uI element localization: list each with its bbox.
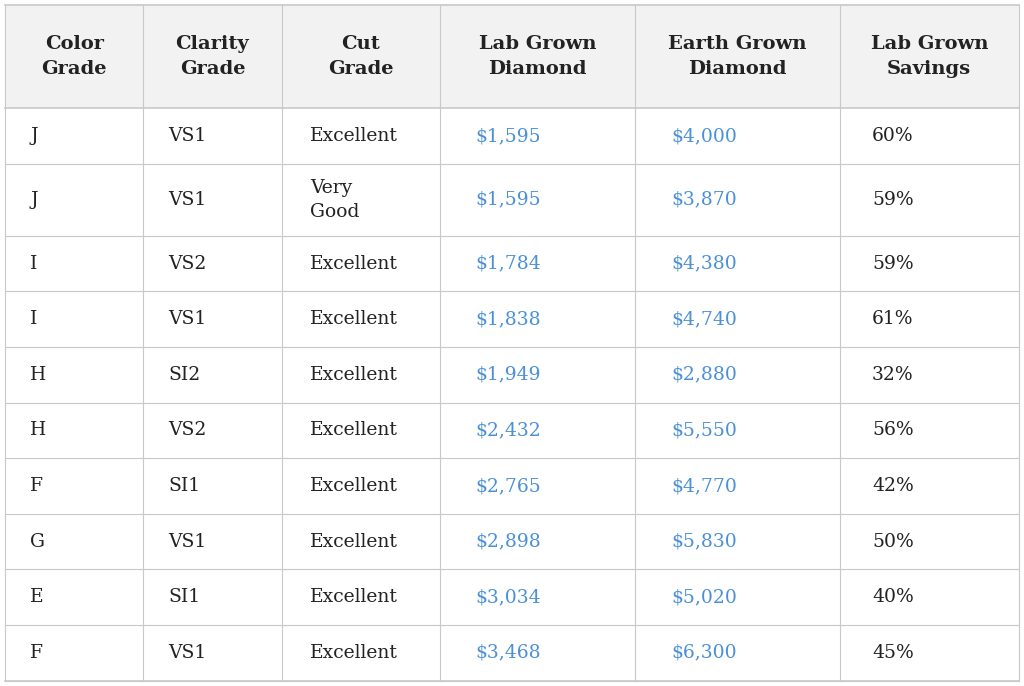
- Text: 50%: 50%: [872, 532, 913, 551]
- Text: $4,000: $4,000: [672, 127, 737, 145]
- Text: VS2: VS2: [168, 255, 207, 273]
- Text: $1,838: $1,838: [475, 310, 541, 329]
- Text: Very
Good: Very Good: [310, 179, 359, 221]
- Text: SI1: SI1: [168, 588, 201, 606]
- Text: Excellent: Excellent: [310, 421, 398, 440]
- Text: $4,380: $4,380: [672, 255, 737, 273]
- Text: $2,898: $2,898: [475, 532, 541, 551]
- Text: I: I: [30, 310, 38, 329]
- Text: 45%: 45%: [872, 643, 913, 662]
- Text: Excellent: Excellent: [310, 643, 398, 662]
- Text: $5,830: $5,830: [672, 532, 737, 551]
- Bar: [5, 458, 1019, 514]
- Text: Excellent: Excellent: [310, 255, 398, 273]
- Text: SI1: SI1: [168, 477, 201, 495]
- Text: 42%: 42%: [872, 477, 913, 495]
- Bar: [5, 625, 1019, 681]
- Text: $2,765: $2,765: [475, 477, 541, 495]
- Text: $2,880: $2,880: [672, 366, 737, 384]
- Text: SI2: SI2: [168, 366, 201, 384]
- Text: H: H: [30, 421, 46, 440]
- Bar: [5, 5, 1019, 108]
- Text: $1,595: $1,595: [475, 127, 541, 145]
- Bar: [5, 569, 1019, 625]
- Text: H: H: [30, 366, 46, 384]
- Text: 56%: 56%: [872, 421, 913, 440]
- Bar: [5, 347, 1019, 403]
- Text: VS1: VS1: [168, 532, 207, 551]
- Text: Lab Grown
Diamond: Lab Grown Diamond: [479, 35, 596, 78]
- Text: J: J: [30, 127, 38, 145]
- Text: I: I: [30, 255, 38, 273]
- Text: Excellent: Excellent: [310, 366, 398, 384]
- Text: 61%: 61%: [872, 310, 913, 329]
- Text: $1,949: $1,949: [475, 366, 541, 384]
- Text: Excellent: Excellent: [310, 127, 398, 145]
- Text: $5,020: $5,020: [672, 588, 737, 606]
- Text: Lab Grown
Savings: Lab Grown Savings: [870, 35, 988, 78]
- Bar: [5, 292, 1019, 347]
- Text: 60%: 60%: [872, 127, 913, 145]
- Text: Color
Grade: Color Grade: [42, 35, 106, 78]
- Text: $3,468: $3,468: [475, 643, 541, 662]
- Bar: [5, 236, 1019, 292]
- Text: VS1: VS1: [168, 191, 207, 209]
- Text: F: F: [30, 477, 43, 495]
- Text: $5,550: $5,550: [672, 421, 737, 440]
- Text: 59%: 59%: [872, 255, 913, 273]
- Text: 40%: 40%: [872, 588, 913, 606]
- Text: Earth Grown
Diamond: Earth Grown Diamond: [668, 35, 807, 78]
- Text: Clarity
Grade: Clarity Grade: [175, 35, 250, 78]
- Text: G: G: [30, 532, 45, 551]
- Bar: [5, 164, 1019, 236]
- Text: F: F: [30, 643, 43, 662]
- Text: Excellent: Excellent: [310, 532, 398, 551]
- Text: $4,770: $4,770: [672, 477, 737, 495]
- Text: $4,740: $4,740: [672, 310, 737, 329]
- Text: $2,432: $2,432: [475, 421, 541, 440]
- Bar: [5, 108, 1019, 164]
- Bar: [5, 514, 1019, 569]
- Text: 32%: 32%: [872, 366, 913, 384]
- Bar: [5, 403, 1019, 458]
- Text: Excellent: Excellent: [310, 310, 398, 329]
- Text: VS1: VS1: [168, 643, 207, 662]
- Text: VS2: VS2: [168, 421, 207, 440]
- Text: Cut
Grade: Cut Grade: [329, 35, 393, 78]
- Text: Excellent: Excellent: [310, 477, 398, 495]
- Text: VS1: VS1: [168, 310, 207, 329]
- Text: E: E: [30, 588, 44, 606]
- Text: J: J: [30, 191, 38, 209]
- Text: $3,034: $3,034: [475, 588, 541, 606]
- Text: $3,870: $3,870: [672, 191, 737, 209]
- Text: Excellent: Excellent: [310, 588, 398, 606]
- Text: $6,300: $6,300: [672, 643, 737, 662]
- Text: VS1: VS1: [168, 127, 207, 145]
- Text: $1,595: $1,595: [475, 191, 541, 209]
- Text: 59%: 59%: [872, 191, 913, 209]
- Text: $1,784: $1,784: [475, 255, 541, 273]
